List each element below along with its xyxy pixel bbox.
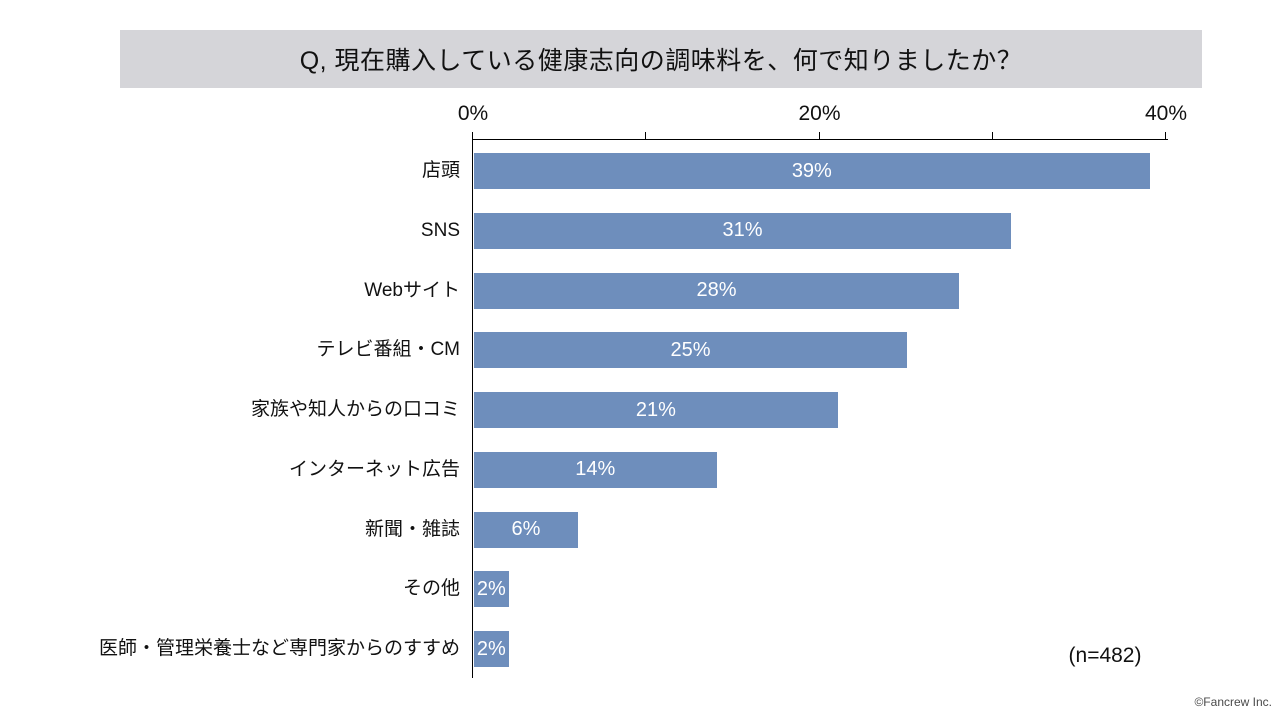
- category-label: 医師・管理栄養士など専門家からのすすめ: [98, 638, 460, 659]
- bar-value-label: 14%: [575, 458, 616, 481]
- bar: 28%: [474, 272, 960, 309]
- sample-size-label: (n=482): [1068, 644, 1142, 667]
- x-axis-tick-label: 40%: [1144, 102, 1188, 125]
- bar-value-label: 21%: [635, 398, 676, 421]
- bar: 2%: [474, 631, 509, 667]
- bar: 6%: [474, 511, 578, 548]
- category-label: インターネット広告: [288, 458, 460, 480]
- chart-title-banner: Q, 現在購入している健康志向の調味料を、何で知りましたか？: [120, 30, 1202, 88]
- category-label: テレビ番組・CM: [316, 339, 460, 361]
- bar-value-label: 39%: [791, 159, 832, 182]
- category-label: 家族や知人からの口コミ: [250, 399, 460, 420]
- x-axis-tick: [1165, 132, 1166, 140]
- x-axis-tick: [818, 132, 820, 140]
- x-axis-tick-label: 0%: [457, 102, 489, 125]
- bar: 2%: [474, 571, 509, 608]
- category-label: 店頭: [421, 160, 460, 181]
- bar-value-label: 25%: [670, 338, 711, 361]
- bar-value-label: 31%: [722, 219, 763, 242]
- x-axis-minor-tick: [991, 132, 993, 140]
- x-axis-tick-label: 20%: [798, 102, 841, 125]
- bar-value-label: 2%: [476, 577, 506, 600]
- y-axis-line: [472, 132, 473, 678]
- bar-value-label: 6%: [511, 518, 541, 540]
- bar: 39%: [474, 153, 1150, 189]
- bar: 31%: [474, 212, 1012, 249]
- bar-value-label: 2%: [476, 637, 506, 660]
- x-axis-minor-tick: [645, 132, 647, 140]
- category-label: その他: [402, 578, 460, 600]
- category-label: SNS: [420, 219, 460, 241]
- bar: 21%: [474, 392, 838, 428]
- bar: 14%: [474, 451, 717, 488]
- category-label: Webサイト: [364, 279, 460, 301]
- category-label: 新聞・雑誌: [364, 518, 460, 540]
- x-axis-line: [473, 139, 1168, 140]
- credit-text: ©Fancrew Inc.: [1194, 695, 1272, 709]
- chart-title: Q, 現在購入している健康志向の調味料を、何で知りましたか？: [299, 47, 1023, 75]
- bar-value-label: 28%: [696, 279, 737, 301]
- bar: 25%: [474, 332, 908, 369]
